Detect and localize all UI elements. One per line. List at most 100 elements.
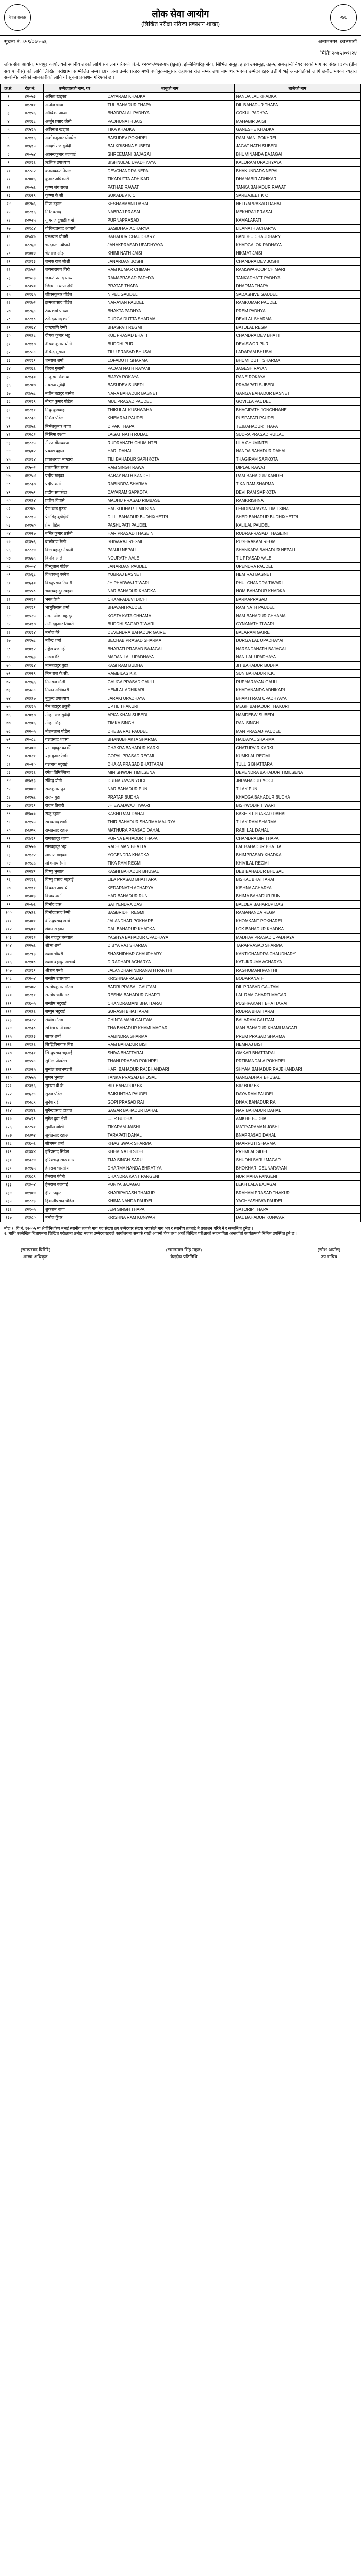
table-cell: कमलकान्त नेपाल: [44, 166, 106, 175]
table-cell: BIJAYA ROKAYA: [106, 372, 234, 381]
table-cell: १२४: [1, 1106, 17, 1114]
table-cell: ४१६०२: [17, 447, 44, 455]
table-cell: TARAPATI DAHAL: [106, 1131, 234, 1139]
table-cell: BIR BDR BK: [234, 1081, 360, 1090]
table-cell: ४१६८९: [17, 1172, 44, 1180]
table-cell: YAGHYASHIWA PAUDEL: [234, 1197, 360, 1205]
table-cell: ४१: [1, 422, 17, 430]
table-cell: ७३: [1, 686, 17, 694]
table-cell: SUDRA PRASAD RUIJAL: [234, 430, 360, 438]
table-cell: ४९: [1, 488, 17, 496]
table-cell: ४२१५६: [17, 793, 44, 801]
table-cell: ४१२८२: [17, 430, 44, 438]
table-cell: अर्जुन प्रसाद जैसी: [44, 117, 106, 125]
table-cell: KHIMA NANDA PAUDEL: [106, 1197, 234, 1205]
table-cell: RABINDRA SHARMA: [106, 1032, 234, 1040]
table-cell: विष्णु भुसाल: [44, 867, 106, 875]
table-cell: RANE ROKAYA: [234, 372, 360, 381]
table-cell: ४१५५८: [17, 587, 44, 595]
column-header: बाबुको नाम: [106, 84, 234, 92]
table-cell: ८९: [1, 818, 17, 826]
table-row: २६४२१७२झमकप्रसाद पौडेलNARAYAN PAUDELRAMK…: [1, 298, 361, 307]
table-cell: JEM SINGH THAPA: [106, 1205, 234, 1213]
table-cell: ४२१३०: [17, 372, 44, 381]
table-cell: ४१३४३: [17, 892, 44, 900]
table-cell: ४१२०४: [17, 974, 44, 982]
table-row: ८१४२०२१यज्ञ कुमार रेग्मीGOPAL PRASAD REG…: [1, 752, 361, 760]
table-cell: १३०: [1, 1156, 17, 1164]
table-cell: निलिमा रुक्षण: [44, 430, 106, 438]
table-cell: ४१४१२: [17, 645, 44, 653]
table-cell: ४१३९१: [17, 801, 44, 809]
column-header: क्र.सं.: [1, 84, 17, 92]
table-cell: ६: [1, 133, 17, 142]
table-row: १३७४१३८०मनोज कुँवरKRISHNA RAM KUNWARDAL …: [1, 1213, 361, 1222]
table-row: ६५४१३१७मनीन्द्रकुमार तिवारीBUDDHI SAGAR …: [1, 620, 361, 628]
table-cell: ८२: [1, 760, 17, 768]
table-cell: १७: [1, 224, 17, 232]
table-cell: ४२२४१: [17, 867, 44, 875]
table-cell: ६९: [1, 653, 17, 661]
table-row: ८८४१७००राजु दहालKASHI RAM DAHALBASHIST P…: [1, 809, 361, 818]
table-cell: ६१: [1, 587, 17, 595]
table-cell: ४१४५६: [17, 422, 44, 430]
table-cell: BISHNULAL UPADHYAYA: [106, 158, 234, 166]
table-row: १००४१५३६विनोदप्रसाद रेग्मीBASBRIDHI REGM…: [1, 908, 361, 917]
table-cell: MEGH BAHADUR THAKURI: [234, 702, 360, 710]
table-row: ७७४२१०६मोहन सिंहTIMKA SINGHRAN SINGH: [1, 719, 361, 727]
table-cell: सागर शर्मा: [44, 1032, 106, 1040]
table-cell: १११: [1, 999, 17, 1007]
table-cell: ४२२३९: [17, 414, 44, 422]
table-cell: KHEM NATH SIDEL: [106, 1147, 234, 1156]
table-cell: BIR BAHADUR BK: [106, 1081, 234, 1090]
table-row: १३४४१९४४हीरा ठाकुरKHARIPADASH THAKURBRAH…: [1, 1189, 361, 1197]
signature-row: (रामप्रसाद घिमिरे) शाखा अधिकृत (टामनमान …: [0, 1241, 361, 1265]
table-cell: ९१: [1, 834, 17, 842]
table-cell: सुनील राजभण्डारी: [44, 1065, 106, 1073]
table-cell: RABINDRA SHARMA: [106, 480, 234, 488]
table-cell: १४: [1, 199, 17, 208]
table-cell: ९६: [1, 875, 17, 884]
table-row: १३१४२१६५हेमराज भारतीयDHARMA NANDA BHRATI…: [1, 1164, 361, 1172]
header: नेपाल सरकार लोक सेवा आयोग (लिखित परीक्षा…: [0, 0, 361, 36]
table-row: ११६४२१३६सिद्धिविनायक बिष्टRAM BAHADUR BI…: [1, 1040, 361, 1048]
table-cell: ४१२२५: [17, 438, 44, 447]
table-cell: DEB BAHADUR BHUSAL: [234, 867, 360, 875]
table-cell: SHER BAHADUR BUDHIXHETRI: [234, 513, 360, 521]
table-cell: ९७: [1, 884, 17, 892]
table-cell: १९: [1, 241, 17, 249]
table-cell: प्रदीप खड्का: [44, 471, 106, 480]
location: अनामनगर, काठमाडौं: [318, 38, 357, 45]
table-row: २०४१७४४चेतराज ओझाKHIMI NATH JAISIHIKMAT …: [1, 249, 361, 257]
table-cell: ४१६१५: [17, 702, 44, 710]
table-cell: विकास आचार्य: [44, 884, 106, 892]
table-row: १०४४२२५६शोभा शर्माDIBYA RAJ SHARMATARAPR…: [1, 941, 361, 950]
table-row: ४०४२२३९निर्मल पौडेलKHEMRAJ PAUDELPUSPAPA…: [1, 414, 361, 422]
footer-note: नोटः १. वि.नं. १२००५ मा श्रेणीनिर्धारण न…: [0, 1222, 361, 1241]
table-cell: KHADANANDA ADHIKARI: [234, 686, 360, 694]
table-cell: ४: [1, 117, 17, 125]
table-cell: LAL RAM GHARTI MAGAR: [234, 991, 360, 999]
table-cell: मिन राज के.सी.: [44, 669, 106, 677]
table-row: १६४२०२५गुणराज दुवाडी शर्माPURNAPRASADKAM…: [1, 216, 361, 224]
table-cell: ४२१११: [17, 884, 44, 892]
table-row: १०२४१६०१शंकर खड्काDAL BAHADUR KHADKALOK …: [1, 925, 361, 933]
table-cell: श्याम बहादुर आचार्य: [44, 958, 106, 966]
table-cell: ४२०५३: [17, 92, 44, 100]
table-cell: ८: [1, 150, 17, 158]
table-row: ९८४१३४३विजय शर्माHAR BAHADUR RUNBHIMA BA…: [1, 892, 361, 900]
table-cell: THA BAHADUR KHAMI MAGAR: [106, 1024, 234, 1032]
table-cell: ४१३९१: [17, 966, 44, 974]
table-cell: SHYAM BAHADUR RAJBHANDARI: [234, 1065, 360, 1073]
table-cell: प्रतापसिंह रावत: [44, 463, 106, 471]
table-row: ८४४१७१३रविन्द्र योगीDRINARAYAN YOGIJNRAH…: [1, 776, 361, 785]
table-cell: ४१५०२: [17, 463, 44, 471]
table-cell: BHARATI PRASAD BAJAGAI: [106, 645, 234, 653]
table-cell: ४२०९९: [17, 1114, 44, 1123]
table-cell: ४२१९१: [17, 356, 44, 364]
table-cell: ११९: [1, 1065, 17, 1073]
table-cell: ७०: [1, 661, 17, 669]
sig-right-name: (रमेश अर्याल): [318, 1246, 340, 1253]
table-cell: ४१३२४: [17, 1156, 44, 1164]
table-cell: ४२२०५: [17, 727, 44, 735]
